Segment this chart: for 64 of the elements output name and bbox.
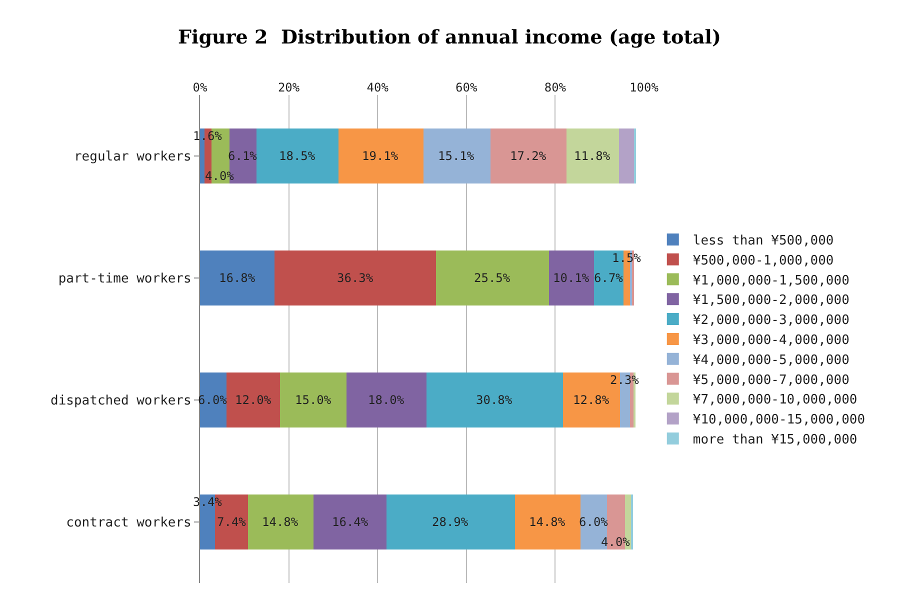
- legend-label: ¥1,500,000-2,000,000: [692, 293, 850, 308]
- bar: [548, 250, 594, 306]
- bar: [423, 128, 490, 184]
- bar: [386, 494, 515, 550]
- data-label: 25.5%: [474, 271, 511, 285]
- x-tick-label: 0%: [192, 80, 208, 95]
- data-label: 11.8%: [574, 149, 611, 163]
- data-label: 10.1%: [553, 271, 590, 285]
- data-label: 15.0%: [295, 393, 332, 407]
- bar: [490, 128, 567, 184]
- data-label: 6.7%: [594, 271, 624, 285]
- bar: [274, 250, 436, 306]
- legend-label: ¥1,000,000-1,500,000: [692, 273, 850, 288]
- bar: [436, 250, 549, 306]
- legend-label: less than ¥500,000: [692, 234, 834, 249]
- legend-label: ¥5,000,000-7,000,000: [692, 372, 850, 388]
- data-label: 18.5%: [279, 149, 316, 163]
- legend-label: ¥4,000,000-5,000,000: [692, 352, 850, 368]
- data-label: 14.8%: [262, 515, 299, 529]
- bar: [200, 250, 275, 306]
- legend-label: ¥2,000,000-3,000,000: [692, 313, 850, 328]
- x-tick-label: 80%: [544, 80, 567, 95]
- bar: [514, 494, 581, 550]
- y-tick-label: regular workers: [74, 150, 192, 165]
- y-tick-label: part-time workers: [58, 272, 192, 287]
- bar: [314, 494, 386, 550]
- bar: [346, 372, 426, 428]
- legend-label: ¥10,000,000-15,000,000: [692, 412, 866, 428]
- bar: [248, 494, 314, 550]
- legend-label: ¥3,000,000-4,000,000: [692, 333, 850, 348]
- bar: [619, 128, 635, 184]
- bar: [256, 128, 339, 184]
- data-label: 17.2%: [510, 149, 547, 163]
- data-label: 4.0%: [601, 535, 631, 549]
- data-label: 18.0%: [368, 393, 405, 407]
- x-tick-label: 40%: [366, 80, 390, 95]
- data-label: 16.4%: [332, 515, 369, 529]
- x-tick-label: 100%: [630, 80, 660, 95]
- bar: [426, 372, 564, 428]
- data-label: 12.0%: [235, 393, 272, 407]
- x-tick-label: 60%: [456, 80, 478, 95]
- bar: [280, 372, 347, 428]
- data-label: 30.8%: [476, 393, 513, 407]
- data-label: 16.8%: [219, 271, 256, 285]
- bar: [566, 128, 620, 184]
- data-label: 12.8%: [573, 393, 610, 407]
- legend-label: ¥7,000,000-10,000,000: [692, 392, 858, 408]
- legend-label: ¥500,000-1,000,000: [692, 253, 834, 268]
- bar: [338, 128, 424, 184]
- data-label: 15.1%: [438, 149, 475, 163]
- data-label: 28.9%: [432, 515, 469, 529]
- data-label: 1.6%: [193, 129, 223, 143]
- chart-title: Figure 2 Distribution of annual income (age total): [178, 26, 722, 48]
- data-label: 14.8%: [529, 515, 566, 529]
- y-tick-label: dispatched workers: [50, 394, 192, 409]
- data-label: 1.5%: [612, 251, 642, 265]
- data-label: 36.3%: [337, 271, 374, 285]
- y-tick-label: contract workers: [66, 516, 192, 531]
- bar: [226, 372, 280, 428]
- data-label: 19.1%: [362, 149, 399, 163]
- legend-label: more than ¥15,000,000: [692, 432, 858, 448]
- x-tick-label: 20%: [278, 80, 300, 95]
- data-label: 2.3%: [610, 373, 640, 387]
- data-label: 7.4%: [217, 515, 247, 529]
